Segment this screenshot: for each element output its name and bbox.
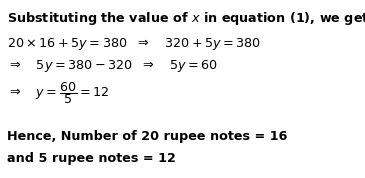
Text: and 5 rupee notes = 12: and 5 rupee notes = 12 [7,152,176,165]
Text: Hence, Number of 20 rupee notes = 16: Hence, Number of 20 rupee notes = 16 [7,130,287,143]
Text: $\Rightarrow$   $y = \dfrac{60}{5} = 12$: $\Rightarrow$ $y = \dfrac{60}{5} = 12$ [7,80,109,106]
Text: $\Rightarrow$   $5y = 380 - 320$  $\Rightarrow$   $5y = 60$: $\Rightarrow$ $5y = 380 - 320$ $\Rightar… [7,58,218,74]
Text: $20 \times 16 + 5y = 380$  $\Rightarrow$   $320 + 5y = 380$: $20 \times 16 + 5y = 380$ $\Rightarrow$ … [7,36,261,52]
Text: Substituting the value of $x$ in equation (1), we get: Substituting the value of $x$ in equatio… [7,10,365,27]
